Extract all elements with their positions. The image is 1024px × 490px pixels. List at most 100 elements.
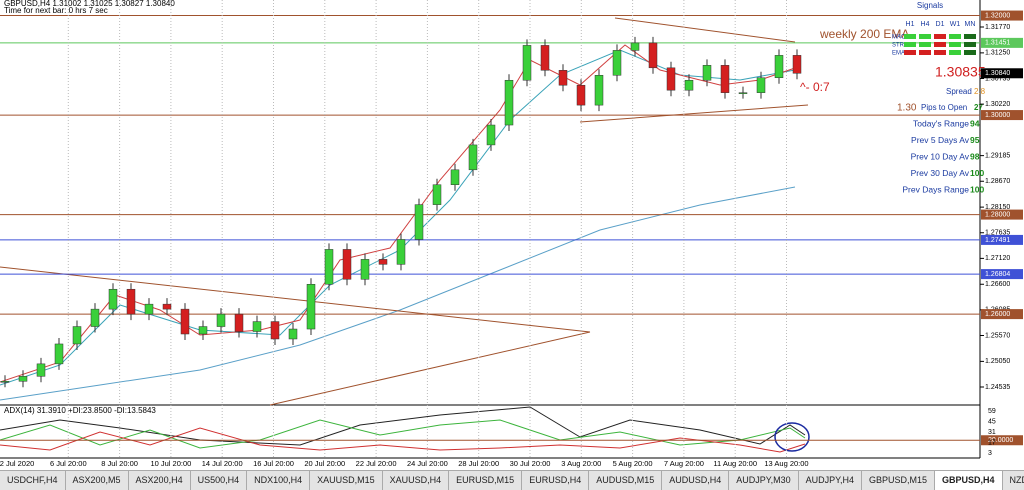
candle-body — [235, 314, 243, 331]
time-label: 2 Jul 2020 — [0, 459, 34, 468]
adx-tick-label: 45 — [988, 418, 996, 425]
price-tick-label: 1.25570 — [985, 332, 1010, 339]
stat-value: 98 — [970, 151, 980, 161]
chart-tab[interactable]: XAUUSD,H4 — [383, 471, 450, 490]
signal-cell — [919, 34, 931, 39]
stat-value: 100 — [970, 168, 984, 178]
bar-timer: Time for next bar: 0 hrs 7 sec — [4, 6, 108, 15]
signal-cell — [919, 50, 931, 55]
chart-tab[interactable]: AUDUSD,M15 — [589, 471, 662, 490]
candle-body — [37, 364, 45, 376]
period-label: MN — [965, 21, 976, 28]
candle-body — [541, 45, 549, 70]
signal-row-label: STR — [892, 43, 905, 49]
time-label: 13 Aug 20:00 — [764, 459, 808, 468]
candle-body — [145, 304, 153, 314]
stat-value: 100 — [970, 184, 984, 194]
signal-cell — [904, 42, 916, 47]
signal-cell — [949, 50, 961, 55]
chart-tab[interactable]: ASX200,M5 — [66, 471, 129, 490]
candle-body — [649, 43, 657, 68]
chart-tab[interactable]: USDCHF,H4 — [0, 471, 66, 490]
candle-body — [127, 289, 135, 314]
spread-label: Spread — [946, 87, 972, 96]
level-label: 1.27491 — [985, 237, 1010, 244]
stat-value: 94 — [970, 118, 980, 128]
candle-body — [469, 145, 477, 170]
chart-tab[interactable]: NDX100,H4 — [247, 471, 310, 490]
chart-tab[interactable]: ASX200,H4 — [129, 471, 191, 490]
time-label: 3 Aug 20:00 — [561, 459, 601, 468]
period-label: W1 — [950, 21, 961, 28]
candle-body — [361, 259, 369, 279]
current-price: 1.30835 — [935, 64, 986, 80]
candle-body — [181, 309, 189, 334]
chart-tab[interactable]: EURUSD,H4 — [522, 471, 589, 490]
candle-body — [343, 249, 351, 279]
chart-tab[interactable]: NZDUSD,M15 — [1003, 471, 1024, 490]
period-label: H4 — [921, 21, 930, 28]
signal-cell — [949, 42, 961, 47]
time-label: 20 Jul 20:00 — [304, 459, 345, 468]
time-label: 11 Aug 20:00 — [713, 459, 757, 468]
time-label: 28 Jul 20:00 — [458, 459, 499, 468]
candle-body — [559, 70, 567, 85]
signal-cell — [919, 42, 931, 47]
time-label: 7 Aug 20:00 — [664, 459, 704, 468]
candle-body — [721, 65, 729, 92]
candle-body — [775, 55, 783, 77]
level-label: 1.28000 — [985, 211, 1010, 218]
candle-body — [307, 284, 315, 329]
period-label: H1 — [906, 21, 915, 28]
signal-cell — [904, 34, 916, 39]
time-label: 8 Jul 20:00 — [101, 459, 138, 468]
chart-tab[interactable]: XAUUSD,M15 — [310, 471, 383, 490]
candle-body — [451, 170, 459, 185]
stat-label: Today's Range — [913, 118, 969, 128]
level-label: 1.31451 — [985, 40, 1010, 47]
price-tick-label: 1.25050 — [985, 358, 1010, 365]
stat-label: Prev 30 Day Av — [911, 168, 970, 178]
time-label: 6 Jul 20:00 — [50, 459, 87, 468]
adx-tick-label: 31 — [988, 429, 996, 436]
chart-tab[interactable]: AUDJPY,H4 — [799, 471, 862, 490]
candle-body — [271, 322, 279, 339]
signal-row-label: EMA — [892, 51, 905, 57]
pips-label: Pips to Open — [921, 103, 967, 112]
chart-tab[interactable]: US500,H4 — [191, 471, 248, 490]
chart-window: GBPUSD,H4 1.31002 1.31025 1.30827 1.3084… — [0, 0, 1024, 470]
period-label: D1 — [936, 21, 945, 28]
candle-body — [55, 344, 63, 364]
price-tick-label: 1.26600 — [985, 281, 1010, 288]
signal-cell — [964, 42, 976, 47]
chart-tab[interactable]: AUDUSD,H4 — [662, 471, 729, 490]
candle-body — [325, 249, 333, 284]
chart-tab[interactable]: GBPUSD,M15 — [862, 471, 935, 490]
adx-tick-label: 17 — [988, 439, 996, 446]
candle-body — [739, 93, 747, 94]
chart-tab[interactable]: GBPUSD,H4 — [935, 471, 1003, 490]
chart-tab[interactable]: AUDJPY,M30 — [729, 471, 798, 490]
price-tick-label: 1.30220 — [985, 101, 1010, 108]
time-label: 22 Jul 20:00 — [356, 459, 397, 468]
level-label: 1.26804 — [985, 271, 1010, 278]
stat-label: Prev Days Range — [902, 184, 969, 194]
price-tick-label: 1.31250 — [985, 50, 1010, 57]
spread-value: 2.8 — [974, 87, 986, 96]
candle-body — [289, 329, 297, 339]
candle-body — [757, 78, 765, 93]
candle-body — [415, 205, 423, 240]
stat-label: Prev 10 Day Av — [911, 151, 970, 161]
candle-body — [397, 239, 405, 264]
time-label: 30 Jul 20:00 — [510, 459, 551, 468]
candle-body — [199, 327, 207, 334]
adx-tick-label: 59 — [988, 408, 996, 415]
chart-tab[interactable]: EURUSD,M15 — [449, 471, 522, 490]
candle-body — [1, 381, 9, 382]
signal-cell — [934, 50, 946, 55]
candle-body — [793, 55, 801, 73]
price-tick-label: 1.28670 — [985, 178, 1010, 185]
adx-label: ADX(14) 31.3910 +DI:23.8500 -DI:13.5843 — [4, 406, 156, 415]
price-tick-label: 1.27120 — [985, 255, 1010, 262]
